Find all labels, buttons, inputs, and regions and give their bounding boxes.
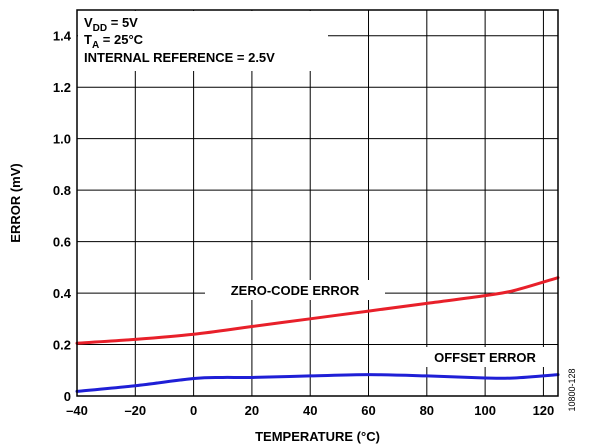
x-tick-label: –20 bbox=[124, 403, 146, 418]
zero-code-error-label: ZERO-CODE ERROR bbox=[231, 283, 360, 298]
x-tick-label: 0 bbox=[190, 403, 197, 418]
plot-frame bbox=[76, 9, 559, 397]
y-tick-label: 1.0 bbox=[53, 132, 71, 147]
x-tick-label: 20 bbox=[245, 403, 259, 418]
offset-error-label: OFFSET ERROR bbox=[434, 350, 536, 365]
zero-code-label-bg bbox=[205, 280, 385, 300]
y-tick-label: 0 bbox=[64, 389, 71, 404]
y-tick-label: 1.2 bbox=[53, 80, 71, 95]
figure-id: 10800-128 bbox=[567, 368, 577, 411]
offset-label-bg bbox=[412, 347, 557, 367]
y-tick-label: 0.8 bbox=[53, 183, 71, 198]
x-tick-label: 100 bbox=[474, 403, 496, 418]
x-tick-label: 40 bbox=[303, 403, 317, 418]
x-tick-label: 80 bbox=[420, 403, 434, 418]
ta-condition: TA = 25°C bbox=[84, 32, 144, 51]
grid bbox=[76, 10, 558, 396]
y-tick-label: 0.6 bbox=[53, 235, 71, 250]
vdd-condition: VDD = 5V bbox=[84, 15, 138, 34]
conditions-box bbox=[78, 11, 328, 71]
zero-code-error-line bbox=[75, 276, 560, 345]
offset-error-line bbox=[75, 373, 560, 393]
y-tick-label: 1.4 bbox=[53, 29, 72, 44]
tick-labels: –40 –20 0 20 40 60 80 100 120 0 0.2 0.4 0.6 0.8 1.0 1.2… bbox=[53, 29, 554, 418]
curves bbox=[75, 276, 560, 393]
x-tick-label: –40 bbox=[66, 403, 88, 418]
y-tick-label: 0.4 bbox=[53, 286, 72, 301]
reference-condition: INTERNAL REFERENCE = 2.5V bbox=[84, 50, 275, 65]
x-tick-label: 60 bbox=[361, 403, 375, 418]
y-axis-title: ERROR (mV) bbox=[8, 163, 23, 242]
x-tick-label: 120 bbox=[533, 403, 555, 418]
y-tick-label: 0.2 bbox=[53, 338, 71, 353]
x-axis-title: TEMPERATURE (°C) bbox=[255, 429, 380, 444]
